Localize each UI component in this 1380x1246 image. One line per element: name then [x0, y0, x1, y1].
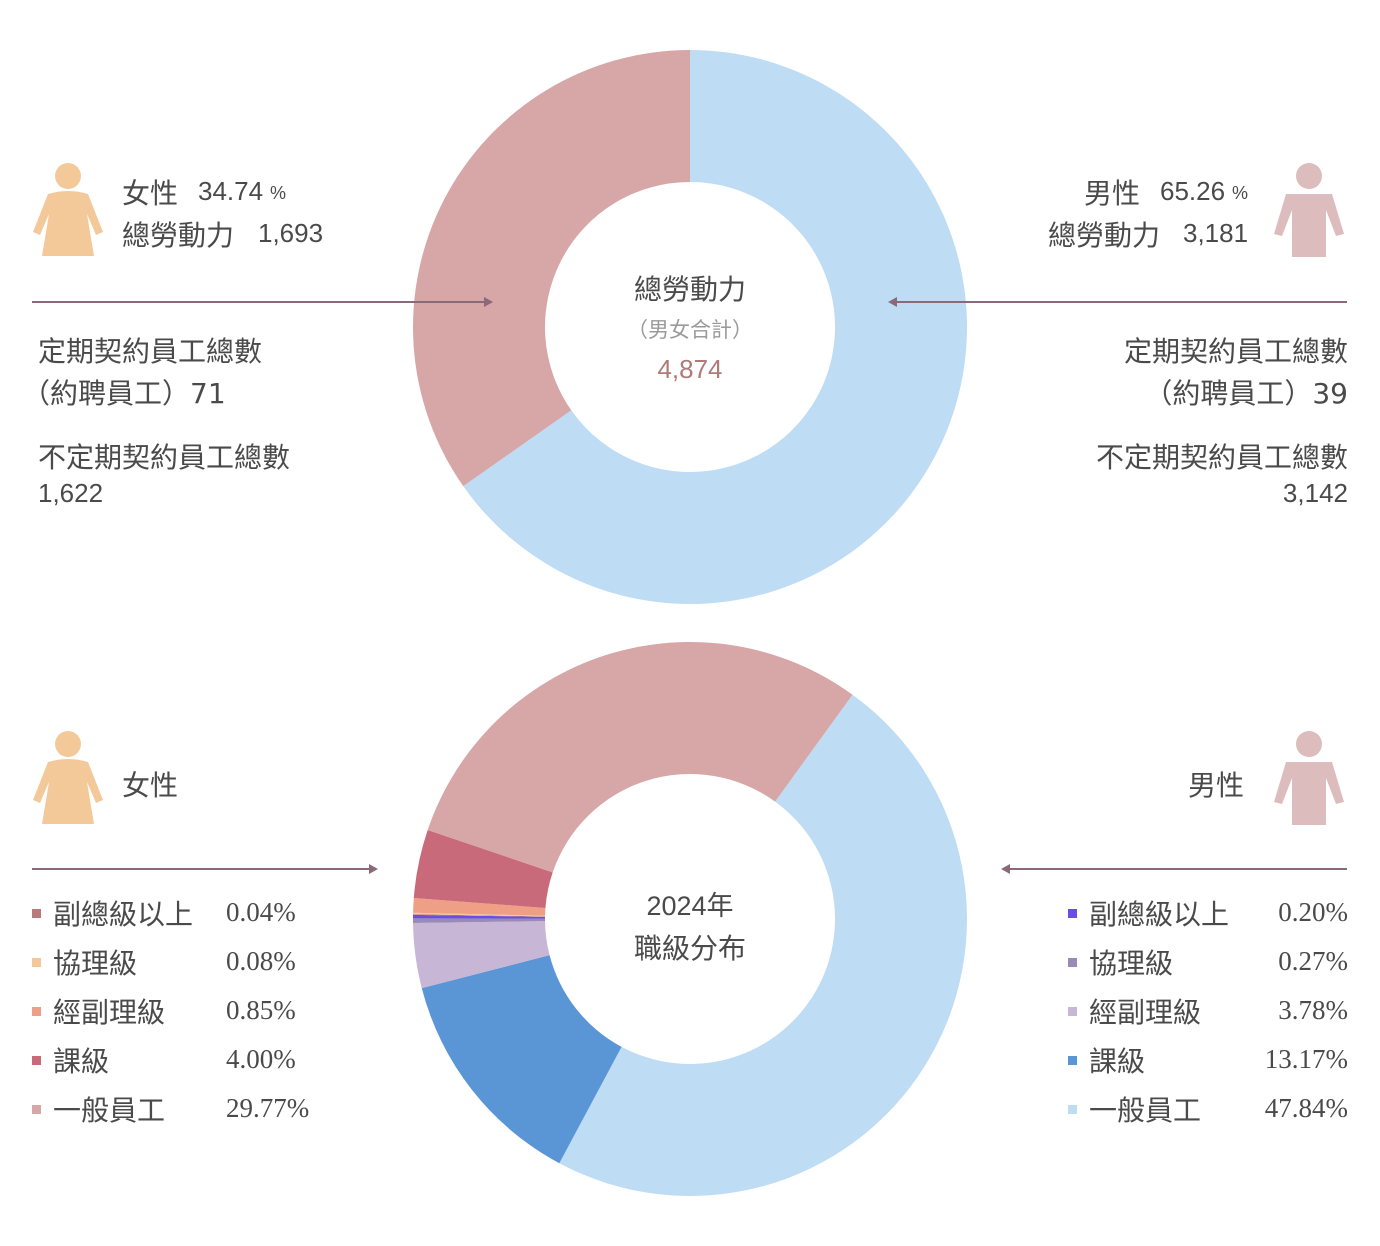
top-center-label: 總勞動力 （男女合計） 4,874	[540, 268, 840, 385]
legend-swatch	[1068, 1104, 1077, 1114]
legend-item: 課級	[32, 1042, 109, 1078]
rank-slice-0	[559, 694, 968, 1197]
rank-slice-1	[421, 955, 622, 1164]
rank-slice-3	[412, 918, 546, 924]
female-person-icon	[33, 731, 103, 824]
legend-item: 經副理級	[1068, 993, 1201, 1029]
female-workforce-label: 總勞動力	[122, 219, 235, 252]
legend-value: 4.00%	[226, 1044, 296, 1074]
bottom-center-title: 職級分布	[633, 932, 746, 965]
bottom-center-year: 2024年	[646, 891, 734, 921]
top-center-total: 4,874	[657, 354, 723, 384]
female-rank-pointer-line	[32, 868, 369, 870]
male-label: 男性	[1084, 177, 1141, 210]
female-rank-pointer-arrow	[369, 864, 378, 874]
male-fixed-sub: （約聘員工）39	[1144, 377, 1348, 410]
rank-slice-4	[413, 914, 546, 919]
legend-item: 協理級	[1068, 944, 1173, 980]
workforce-slice-0	[463, 50, 967, 604]
rank-slice-8	[413, 829, 553, 908]
legend-swatch	[1068, 1006, 1077, 1016]
legend-swatch	[32, 957, 41, 967]
legend-value: 0.20%	[1278, 897, 1348, 927]
male-workforce-label: 總勞動力	[1048, 219, 1161, 252]
male-pct-unit: %	[1232, 183, 1249, 203]
legend-value: 0.85%	[226, 995, 296, 1025]
bottom-center-label: 2024年 職級分布	[540, 884, 840, 967]
legend-value: 29.77%	[226, 1093, 310, 1123]
legend-label: 副總級以上	[1089, 898, 1230, 931]
rank-donut-chart	[412, 641, 968, 1197]
rank-slice-7	[413, 897, 546, 916]
legend-label: 一般員工	[1089, 1094, 1202, 1127]
legend-item: 副總級以上	[1068, 895, 1229, 931]
female-pointer-arrow	[484, 297, 493, 307]
legend-label: 協理級	[1089, 947, 1174, 980]
legend-item: 經副理級	[32, 993, 165, 1029]
male-person-icon	[1274, 731, 1344, 825]
top-center-sub: （男女合計）	[627, 318, 753, 342]
bottom-male-label: 男性	[1188, 769, 1245, 802]
male-workforce: 3,181	[1183, 218, 1249, 248]
male-pointer-arrow	[888, 297, 897, 307]
legend-swatch	[32, 1055, 41, 1065]
legend-value: 0.27%	[1278, 946, 1348, 976]
male-indef-label: 不定期契約員工總數	[1095, 441, 1348, 474]
rank-slice-5	[413, 914, 546, 917]
legend-value: 3.78%	[1278, 995, 1348, 1025]
legend-value: 0.04%	[226, 897, 296, 927]
male-rank-pointer-line	[1010, 868, 1347, 870]
legend-value: 47.84%	[1264, 1093, 1348, 1123]
legend-label: 課級	[1089, 1045, 1146, 1078]
legend-label: 課級	[53, 1045, 110, 1078]
top-center-title: 總勞動力	[633, 273, 746, 306]
female-fixed-sub: （約聘員工）71	[22, 377, 226, 410]
female-indef: 1,622	[38, 478, 104, 508]
legend-item: 課級	[1068, 1042, 1145, 1078]
legend-value: 13.17%	[1264, 1044, 1348, 1074]
workforce-slice-1	[413, 50, 690, 487]
legend-swatch	[1068, 957, 1077, 967]
female-workforce: 1,693	[258, 218, 324, 248]
male-pct: 65.26	[1160, 176, 1226, 206]
legend-item: 副總級以上	[32, 895, 193, 931]
male-indef: 3,142	[1282, 478, 1348, 508]
legend-swatch	[32, 908, 41, 918]
male-pointer-line	[897, 301, 1347, 303]
legend-item: 協理級	[32, 944, 137, 980]
female-pct: 34.74	[198, 176, 264, 206]
female-pct-unit: %	[270, 183, 287, 203]
legend-label: 副總級以上	[53, 898, 194, 931]
legend-label: 經副理級	[1089, 996, 1202, 1029]
female-person-icon	[33, 163, 103, 256]
male-fixed-label: 定期契約員工總數	[1123, 335, 1348, 368]
legend-swatch	[32, 1006, 41, 1016]
legend-swatch	[32, 1104, 41, 1114]
legend-swatch	[1068, 908, 1077, 918]
legend-label: 經副理級	[53, 996, 166, 1029]
bottom-female-label: 女性	[122, 769, 179, 802]
rank-slice-2	[413, 921, 550, 989]
rank-slice-9	[427, 641, 853, 873]
workforce-donut-chart	[413, 50, 967, 604]
legend-label: 一般員工	[53, 1094, 166, 1127]
rank-slice-6	[413, 912, 546, 917]
legend-swatch	[1068, 1055, 1077, 1065]
female-label: 女性	[122, 177, 179, 210]
legend-value: 0.08%	[226, 946, 296, 976]
female-pointer-line	[32, 301, 484, 303]
male-person-icon	[1274, 163, 1344, 257]
female-indef-label: 不定期契約員工總數	[38, 441, 291, 474]
legend-label: 協理級	[53, 947, 138, 980]
legend-item: 一般員工	[1068, 1091, 1201, 1127]
male-rank-pointer-arrow	[1001, 864, 1010, 874]
legend-item: 一般員工	[32, 1091, 165, 1127]
female-fixed-label: 定期契約員工總數	[38, 335, 263, 368]
